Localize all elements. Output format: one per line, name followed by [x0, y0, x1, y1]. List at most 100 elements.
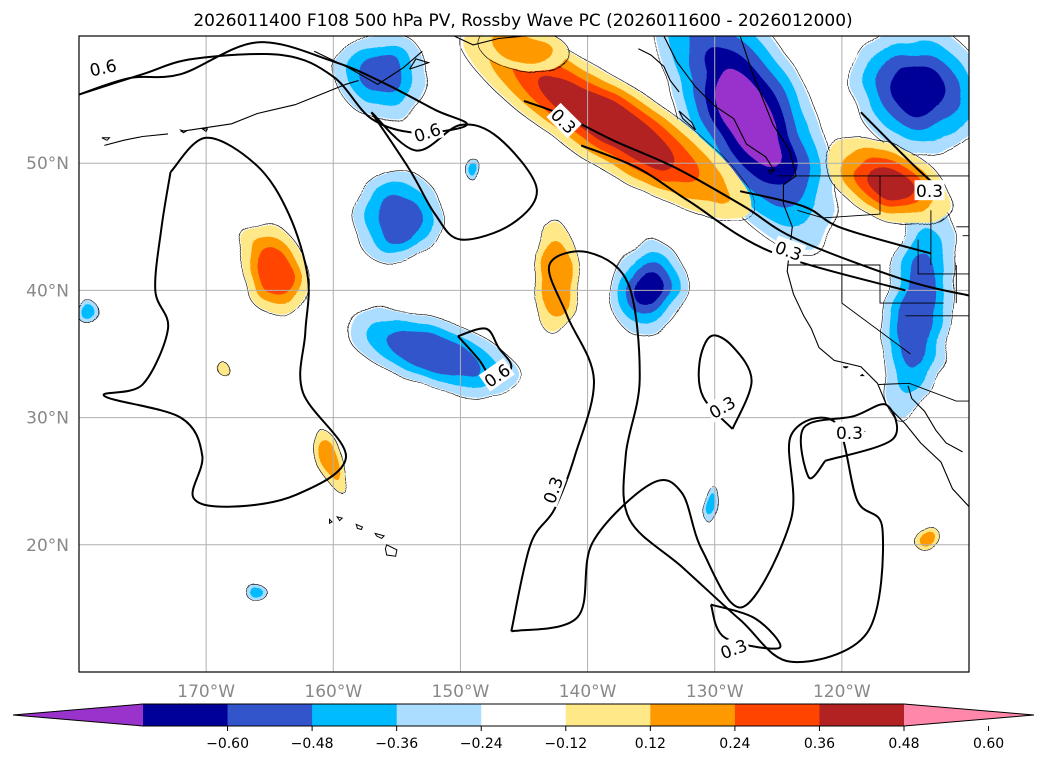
- contour-0p3-8: [510, 250, 885, 664]
- y-tick-label-0: 20°N: [26, 536, 69, 556]
- coastline-4: [907, 385, 963, 453]
- x-tick-label-4: 130°W: [686, 682, 744, 702]
- pv-anomaly-band-15-3: [863, 164, 914, 200]
- pv-anomaly-negative-3: [609, 241, 686, 335]
- pv-anomaly-outline-17: [909, 523, 940, 548]
- contour-label-bg-8: [914, 180, 945, 201]
- pv-anomaly-positive-13: [239, 224, 308, 318]
- pv-anomaly-outline-18: [215, 359, 227, 374]
- colorbar-extend-high: [904, 704, 1034, 726]
- pv-anomaly-outline-8: [464, 158, 482, 181]
- colorbar-segment-8: [819, 704, 905, 726]
- border-3: [841, 265, 911, 355]
- border-4: [878, 382, 969, 402]
- colorbar-segment-5: [565, 704, 651, 726]
- colorbar-outline: [12, 703, 1035, 727]
- coastline-3: [678, 110, 697, 131]
- colorbar-segment-6: [650, 704, 736, 726]
- pv-anomaly-band-0-2: [360, 52, 406, 96]
- pv-anomaly-positive-17: [909, 523, 940, 548]
- island-7: [842, 366, 849, 369]
- x-tick-label-3: 140°W: [559, 682, 617, 702]
- contour-label-bg-7: [771, 235, 807, 265]
- island-11: [200, 128, 209, 133]
- colorbar-tick-label-0: −0.60: [206, 736, 249, 752]
- pv-anomaly-outline-12: [477, 36, 571, 73]
- pv-anomaly-outline-15: [826, 138, 952, 227]
- pv-anomaly-positive-18: [215, 359, 227, 374]
- contour-0p6-3: [457, 327, 513, 386]
- pv-anomaly-band-18-0: [216, 360, 227, 374]
- colorbar-segment-2: [312, 704, 398, 726]
- pv-anomaly-negative-4: [656, 36, 840, 254]
- island-4: [329, 518, 333, 525]
- contour-label-bg-4: [537, 472, 567, 508]
- contour-label-bg-9: [715, 633, 751, 663]
- pv-anomaly-band-12-1: [494, 36, 554, 64]
- colorbar-segment-7: [734, 704, 820, 726]
- colorbar-segment-3: [396, 704, 482, 726]
- contour-label-6: 0.3: [836, 424, 863, 444]
- colorbar-tick-label-4: −0.12: [544, 736, 587, 752]
- colorbar-tick-label-8: 0.48: [888, 736, 919, 752]
- colorbar: −0.60 −0.48 −0.36 −0.24 −0.12 0.12 0.24 0.36 0.4…: [12, 703, 1035, 752]
- map-background: [79, 36, 969, 672]
- pv-anomaly-band-13-2: [255, 247, 292, 296]
- colorbar-tick-label-9: 0.60: [973, 736, 1004, 752]
- x-tick-label-0: 170°W: [177, 682, 235, 702]
- pv-anomaly-band-5-3: [892, 65, 947, 117]
- colorbar-segment-0: [143, 704, 229, 726]
- pv-anomaly-band-1-2: [376, 196, 420, 242]
- pv-anomaly-band-4-4: [715, 67, 780, 165]
- pv-anomaly-outline-1: [354, 173, 443, 265]
- contour-label-bg-5: [703, 390, 740, 423]
- colorbar-tick-label-7: 0.36: [804, 736, 835, 752]
- island-1: [374, 532, 386, 540]
- island-8: [767, 168, 776, 175]
- contour-label-bg-0: [86, 53, 120, 80]
- island-0: [384, 544, 398, 557]
- contour-0p3-10: [799, 403, 898, 480]
- pv-anomaly-band-2-2: [386, 330, 479, 376]
- pv-anomaly-positive-15: [826, 138, 952, 227]
- pv-anomaly-negative-10: [246, 584, 268, 602]
- y-tick-label-2: 40°N: [26, 281, 69, 301]
- pv-anomaly-outline-16: [315, 428, 349, 494]
- colorbar-tick-label-1: −0.48: [291, 736, 334, 752]
- border-2: [797, 175, 881, 219]
- pv-anomaly-outline-7: [79, 301, 100, 326]
- island-2: [355, 523, 364, 531]
- contour-0p3-6: [739, 190, 932, 255]
- pv-anomaly-outline-3: [609, 241, 686, 335]
- contour-label-bg-6: [834, 421, 865, 442]
- x-tick-label-2: 150°W: [432, 682, 490, 702]
- coastline-9: [409, 58, 431, 70]
- chart-title: 2026011400 F108 500 hPa PV, Rossby Wave …: [193, 11, 852, 31]
- coastline-8: [104, 133, 169, 146]
- contour-label-bg-2: [546, 102, 582, 139]
- pv-anomaly-band-17-1: [915, 528, 934, 544]
- coastline-5: [453, 36, 550, 46]
- pv-anomaly-negative-2: [344, 309, 521, 397]
- pv-anomaly-outline-14: [533, 219, 576, 336]
- pv-anomaly-band-8-1: [468, 163, 478, 177]
- x-tick-label-1: 160°W: [304, 682, 362, 702]
- contour-label-bg-1: [409, 117, 445, 146]
- x-tick-label-5: 120°W: [813, 682, 871, 702]
- pv-anomaly-band-6-2: [899, 254, 937, 367]
- coastline-2: [638, 48, 680, 93]
- island-3: [335, 515, 344, 522]
- pv-anomaly-outline-10: [246, 584, 268, 602]
- contour-0p3-1: [102, 136, 348, 508]
- pv-anomaly-band-14-1: [540, 239, 569, 316]
- pv-anomaly-fill-layer: [79, 36, 969, 602]
- colorbar-segment-1: [227, 704, 313, 726]
- x-tick-labels: 170°W 160°W 150°W 140°W 130°W 120°W: [177, 682, 871, 702]
- coastline-0: [739, 36, 969, 507]
- pv-anomaly-band-11-3: [538, 75, 676, 167]
- pv-anomaly-positive-14: [533, 219, 576, 336]
- pv-anomaly-positive-12: [477, 36, 571, 73]
- colorbar-tick-label-5: 0.12: [635, 736, 666, 752]
- colorbar-tick-label-6: 0.24: [719, 736, 750, 752]
